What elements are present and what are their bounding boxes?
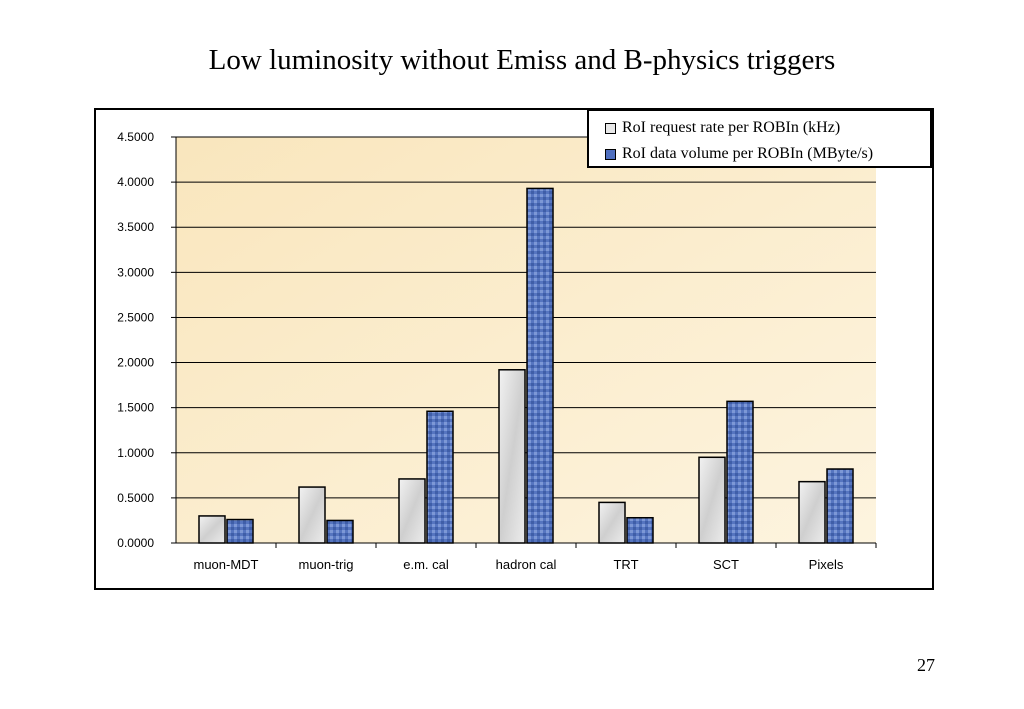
x-category-label: muon-MDT <box>193 557 258 572</box>
chart-legend: RoI request rate per ROBIn (kHz) RoI dat… <box>587 109 932 168</box>
y-tick-label: 2.0000 <box>117 356 154 370</box>
legend-swatch-request-rate <box>605 122 616 134</box>
bar-data-volume <box>326 519 354 544</box>
x-category-label: e.m. cal <box>403 557 449 572</box>
y-tick-label: 4.5000 <box>117 130 154 144</box>
bar-data-volume <box>626 516 654 544</box>
legend-label-request-rate: RoI request rate per ROBIn (kHz) <box>622 119 841 136</box>
bar-request-rate <box>298 486 326 544</box>
bar-request-rate <box>198 515 226 544</box>
y-tick-label: 2.5000 <box>117 310 154 324</box>
x-category-label: muon-trig <box>299 557 354 572</box>
x-category-label: SCT <box>713 557 739 572</box>
y-tick-label: 1.5000 <box>117 401 154 415</box>
page-number: 27 <box>917 655 935 675</box>
bar-request-rate <box>698 456 726 544</box>
bar-request-rate <box>598 501 626 544</box>
bar-request-rate <box>398 478 426 544</box>
y-tick-label: 0.0000 <box>117 536 154 550</box>
bars <box>198 187 854 544</box>
bar-data-volume <box>726 400 754 544</box>
chart-frame: 0.0000 0.5000 1.0000 1.5000 2.0000 2.5000 3.00… <box>94 108 934 590</box>
x-category-label: Pixels <box>809 557 844 572</box>
bar-data-volume <box>226 518 254 544</box>
bar-chart: 0.0000 0.5000 1.0000 1.5000 2.0000 2.5000 3.00… <box>117 130 877 572</box>
y-tick-label: 0.5000 <box>117 491 154 505</box>
tick-labels: 0.0000 0.5000 1.0000 1.5000 2.0000 2.5000 3.00… <box>117 130 844 572</box>
bar-request-rate <box>798 480 826 544</box>
x-category-label: TRT <box>613 557 638 572</box>
y-tick-label: 4.0000 <box>117 175 154 189</box>
bar-request-rate <box>498 369 526 544</box>
bar-data-volume <box>526 187 554 544</box>
plot-area <box>176 137 876 543</box>
slide-title: Low luminosity without Emiss and B-physi… <box>208 44 836 76</box>
legend-entry-request-rate: RoI request rate per ROBIn (kHz) <box>605 115 930 141</box>
legend-entry-data-volume: RoI data volume per ROBIn (MByte/s) <box>605 141 930 167</box>
bar-data-volume <box>826 468 854 544</box>
y-tick-label: 3.5000 <box>117 220 154 234</box>
bar-data-volume <box>426 410 454 544</box>
x-category-label: hadron cal <box>496 557 557 572</box>
y-tick-label: 1.0000 <box>117 446 154 460</box>
gridlines <box>176 136 876 499</box>
legend-swatch-data-volume <box>605 148 616 160</box>
legend-label-data-volume: RoI data volume per ROBIn (MByte/s) <box>622 145 874 162</box>
axes <box>171 136 877 548</box>
y-tick-label: 3.0000 <box>117 265 154 279</box>
